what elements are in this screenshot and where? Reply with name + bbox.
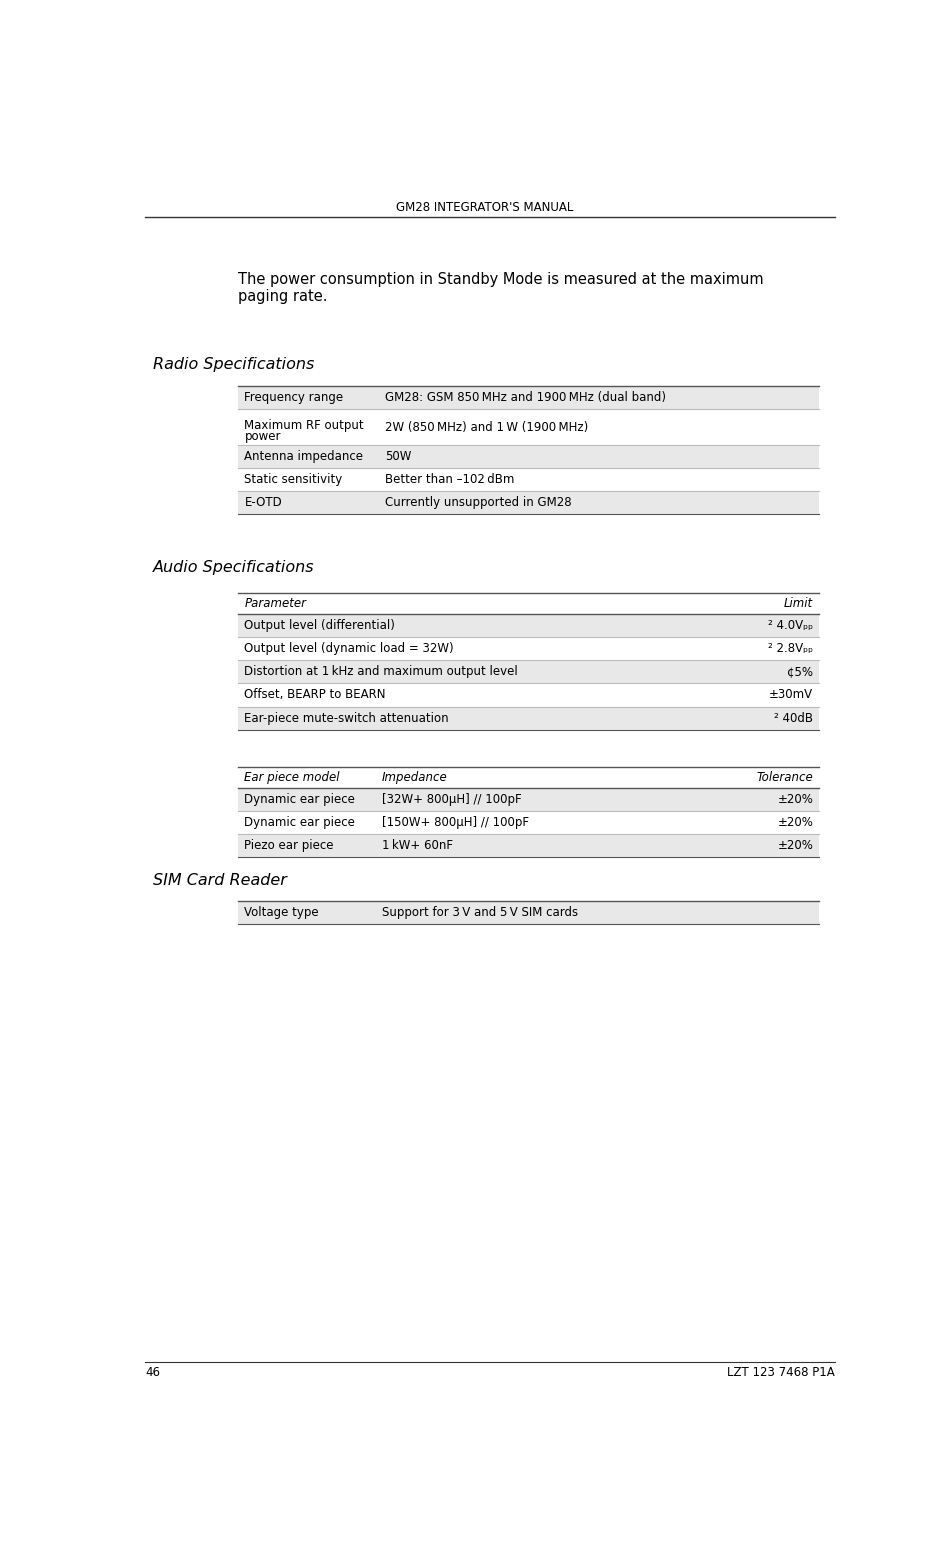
Text: GM28: GSM 850 MHz and 1900 MHz (dual band): GM28: GSM 850 MHz and 1900 MHz (dual ban…: [385, 391, 666, 405]
Text: ±20%: ±20%: [777, 839, 813, 852]
Bar: [238, 638, 818, 660]
Text: SIM Card Reader: SIM Card Reader: [153, 872, 287, 888]
Bar: [238, 410, 818, 445]
Text: ±20%: ±20%: [777, 792, 813, 807]
Text: ±20%: ±20%: [777, 816, 813, 830]
Text: ² 2.8Vₚₚ: ² 2.8Vₚₚ: [767, 642, 813, 655]
Text: Offset, BEARP to BEARN: Offset, BEARP to BEARN: [244, 688, 385, 702]
Bar: [238, 811, 818, 835]
Text: ±30mV: ±30mV: [768, 688, 813, 702]
Text: Tolerance: Tolerance: [756, 771, 813, 785]
Text: [150W+ 800μH] // 100pF: [150W+ 800μH] // 100pF: [381, 816, 528, 830]
Text: Antenna impedance: Antenna impedance: [244, 450, 363, 463]
Text: Dynamic ear piece: Dynamic ear piece: [244, 792, 355, 807]
Text: Radio Specifications: Radio Specifications: [153, 356, 314, 372]
Bar: [238, 467, 818, 491]
Text: Impedance: Impedance: [381, 771, 447, 785]
Bar: [238, 900, 818, 924]
Text: GM28 INTEGRATOR'S MANUAL: GM28 INTEGRATOR'S MANUAL: [396, 202, 572, 214]
Text: Maximum RF output: Maximum RF output: [244, 419, 363, 433]
Text: Currently unsupported in GM28: Currently unsupported in GM28: [385, 495, 571, 510]
Text: Limit: Limit: [784, 597, 813, 610]
Text: Piezo ear piece: Piezo ear piece: [244, 839, 333, 852]
Text: Dynamic ear piece: Dynamic ear piece: [244, 816, 355, 830]
Text: ² 4.0Vₚₚ: ² 4.0Vₚₚ: [767, 619, 813, 631]
Bar: [238, 683, 818, 706]
Text: Ear piece model: Ear piece model: [244, 771, 340, 785]
Text: Output level (dynamic load = 32W): Output level (dynamic load = 32W): [244, 642, 454, 655]
Bar: [238, 706, 818, 730]
Text: Voltage type: Voltage type: [244, 905, 319, 919]
Text: 50W: 50W: [385, 450, 412, 463]
Text: [32W+ 800μH] // 100pF: [32W+ 800μH] // 100pF: [381, 792, 521, 807]
Text: ² 40dB: ² 40dB: [773, 711, 813, 725]
Text: Static sensitivity: Static sensitivity: [244, 474, 343, 486]
Text: 1 kW+ 60nF: 1 kW+ 60nF: [381, 839, 452, 852]
Bar: [238, 835, 818, 858]
Text: Audio Specifications: Audio Specifications: [153, 560, 314, 575]
Text: 46: 46: [145, 1366, 160, 1380]
Text: Better than –102 dBm: Better than –102 dBm: [385, 474, 514, 486]
Text: 2W (850 MHz) and 1 W (1900 MHz): 2W (850 MHz) and 1 W (1900 MHz): [385, 420, 588, 433]
Text: Distortion at 1 kHz and maximum output level: Distortion at 1 kHz and maximum output l…: [244, 666, 517, 678]
Text: Parameter: Parameter: [244, 597, 306, 610]
Text: E-OTD: E-OTD: [244, 495, 282, 510]
Bar: [238, 491, 818, 514]
Text: paging rate.: paging rate.: [238, 289, 328, 305]
Text: LZT 123 7468 P1A: LZT 123 7468 P1A: [727, 1366, 834, 1380]
Text: power: power: [244, 430, 280, 442]
Bar: [238, 660, 818, 683]
Text: Frequency range: Frequency range: [244, 391, 344, 405]
Text: Support for 3 V and 5 V SIM cards: Support for 3 V and 5 V SIM cards: [381, 905, 577, 919]
Bar: [238, 788, 818, 811]
Bar: [238, 386, 818, 410]
Bar: [238, 614, 818, 638]
Text: Ear-piece mute-switch attenuation: Ear-piece mute-switch attenuation: [244, 711, 448, 725]
Text: ¢5%: ¢5%: [786, 666, 813, 678]
Text: The power consumption in Standby Mode is measured at the maximum: The power consumption in Standby Mode is…: [238, 272, 763, 288]
Text: Output level (differential): Output level (differential): [244, 619, 395, 631]
Bar: [238, 445, 818, 467]
